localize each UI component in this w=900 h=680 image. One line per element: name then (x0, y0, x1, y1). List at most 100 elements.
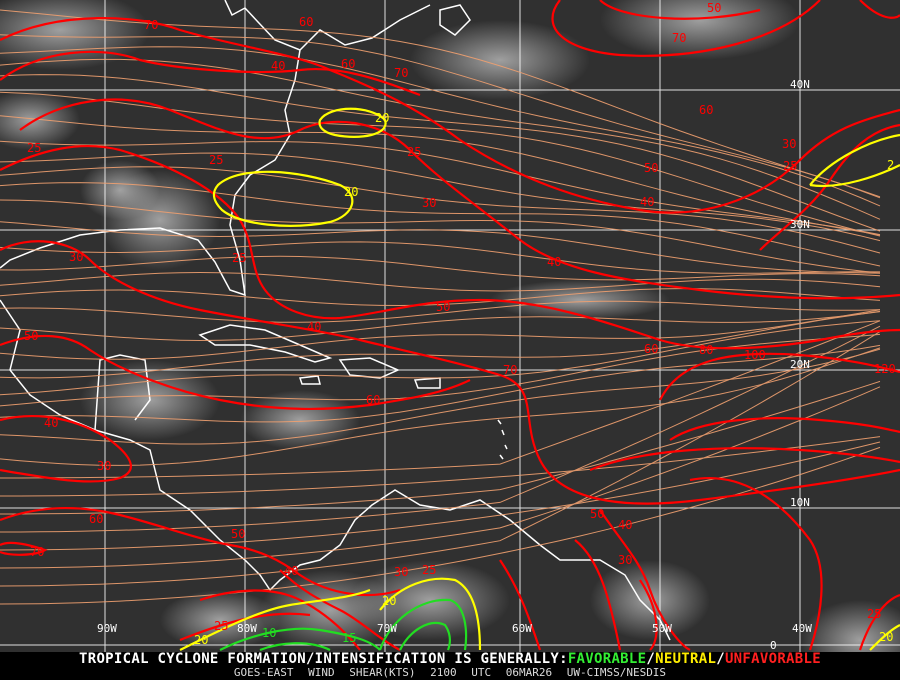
contour-label: 40 (284, 564, 298, 578)
streamline (0, 380, 881, 515)
streamline (0, 320, 881, 479)
contour-label: 50 (436, 300, 450, 314)
streamline (0, 9, 881, 198)
streamline (0, 166, 881, 254)
coastline-mexico-central-america (0, 299, 671, 641)
contour-label: 60 (341, 57, 355, 71)
cloud-patch (410, 20, 590, 100)
streamline (0, 74, 881, 232)
contour-label: 60 (366, 393, 380, 407)
contour-label: 25 (407, 145, 421, 159)
streamline (0, 288, 881, 307)
contour-label: 30 (97, 459, 111, 473)
streamline (0, 347, 881, 466)
streamlines (0, 9, 881, 605)
streamline (0, 348, 881, 445)
data-source: UW-CIMSS/NESDIS (566, 666, 667, 679)
latitude-label: 10N (790, 496, 810, 509)
latitude-label: 40N (790, 78, 810, 91)
favorable-contours (219, 598, 468, 652)
streamline (0, 325, 881, 533)
contour-label: 30 (394, 565, 408, 579)
product-info: GOES-EAST WIND SHEAR(KTS) 2100 UTC 06MAR… (0, 667, 900, 679)
contour-label: 40 (271, 59, 285, 73)
legend-sep: / (716, 651, 725, 667)
coastline-greenland-newfoundland (439, 4, 471, 36)
coastline-antilles (497, 419, 508, 460)
streamline (0, 311, 881, 379)
contour-label: 40 (640, 195, 654, 209)
contour-label: 60 (299, 15, 313, 29)
contour-label: 40 (618, 518, 632, 532)
contour-label: 70 (672, 31, 686, 45)
streamline (0, 310, 881, 342)
longitude-label: 70W (377, 622, 397, 635)
streamline (0, 34, 881, 199)
longitude-label: 50W (652, 622, 672, 635)
contour-label: 25 (422, 563, 436, 577)
legend-sep: / (646, 651, 656, 667)
contour-label: 30 (618, 553, 632, 567)
valid-date: 06MAR26 (505, 666, 553, 679)
contour-label: 20 (375, 111, 389, 125)
streamline (0, 152, 881, 242)
contour-label: 2 (887, 158, 894, 172)
longitude-label: 80W (237, 622, 257, 635)
streamline (0, 140, 881, 236)
streamline (0, 241, 881, 274)
contour-label: 50 (590, 507, 604, 521)
streamline (0, 58, 881, 220)
contour-label: 70 (30, 545, 44, 559)
contour-label: 40 (547, 255, 561, 269)
contour-label: 10 (262, 626, 276, 640)
contour-label: 25 (214, 619, 228, 633)
coastline-puerto-rico (413, 377, 441, 389)
coastline-hispaniola (338, 357, 400, 379)
contour-label: 20 (382, 594, 396, 608)
cloud-patch (240, 390, 360, 450)
cloud-patch (80, 160, 160, 220)
coastline-jamaica (298, 375, 321, 385)
contour-label: 20 (344, 185, 358, 199)
contour-labels: 70 60 50 70 40 60 70 20 25 25 25 20 60 50 40 30 30 25 2 30 2… (24, 1, 896, 647)
coastline-cuba (198, 324, 333, 363)
streamline (0, 333, 881, 407)
legend-neutral: NEUTRAL (655, 651, 717, 667)
headline-text: TROPICAL CYCLONE FORMATION/INTENSIFICATI… (79, 651, 568, 667)
neutral-contours (179, 107, 900, 651)
legend-unfavorable: UNFAVORABLE (724, 651, 821, 667)
streamline (0, 386, 881, 569)
cloud-patch (600, 0, 800, 60)
contour-label: 40 (307, 320, 321, 334)
contour-label: 80 (699, 343, 713, 357)
contour-label: 25 (867, 607, 881, 621)
contour-label: 25 (27, 141, 41, 155)
streamline (0, 344, 881, 423)
longitude-label: 60W (512, 622, 532, 635)
legend-favorable: FAVORABLE (567, 651, 647, 667)
longitude-label: 40W (792, 622, 812, 635)
contour-label: 60 (699, 103, 713, 117)
streamline (0, 320, 881, 396)
streamline (0, 436, 881, 497)
contour-label: 25 (209, 153, 223, 167)
shear-contours (0, 0, 900, 652)
contour-label: 40 (44, 416, 58, 430)
streamline (0, 46, 881, 207)
latitude-label: 30N (790, 218, 810, 231)
streamline (0, 199, 881, 274)
contour-label: 60 (89, 512, 103, 526)
contour-label: 70 (394, 66, 408, 80)
longitude-label: 90W (97, 622, 117, 635)
streamline (0, 115, 881, 236)
streamline (0, 221, 881, 274)
streamline (0, 91, 881, 237)
streamline (0, 255, 881, 281)
contour-label: 25 (232, 251, 246, 265)
lat-lon-grid (0, 0, 900, 652)
contour-label: 50 (24, 329, 38, 343)
streamline (0, 441, 881, 551)
contour-label: 50 (644, 161, 658, 175)
